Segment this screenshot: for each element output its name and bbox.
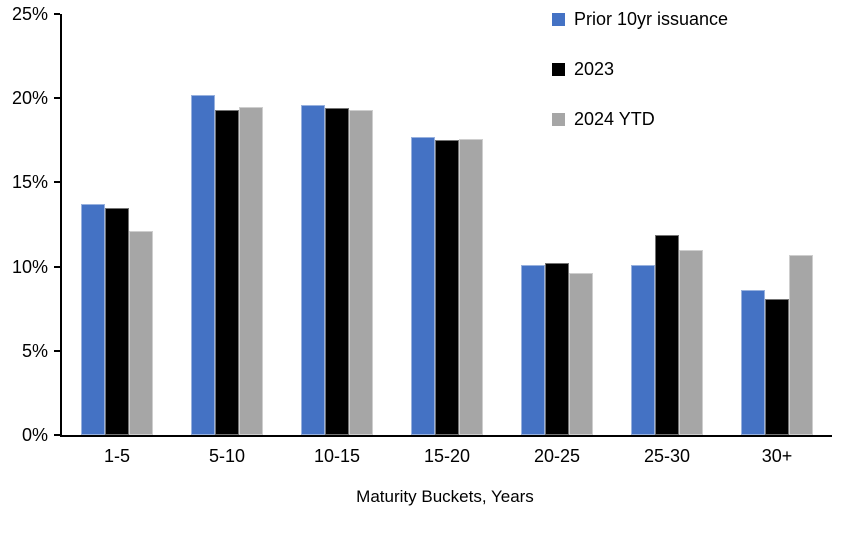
y-tick-mark — [54, 97, 60, 100]
bar-2024-ytd — [679, 249, 703, 435]
legend-item: Prior 10yr issuance — [552, 8, 728, 30]
x-tick-label: 15-20 — [423, 446, 471, 466]
bar-2024-ytd — [459, 138, 483, 435]
legend-item: 2024 YTD — [552, 108, 728, 130]
y-tick-label: 20% — [11, 88, 48, 109]
legend-swatch — [552, 62, 565, 76]
y-tick-mark — [54, 181, 60, 184]
y-tick-label: 10% — [11, 256, 48, 277]
y-tick-mark — [54, 434, 60, 436]
bar-prior-10yr-issuance — [741, 290, 765, 435]
bar-2023 — [215, 109, 239, 435]
bar-2023 — [545, 263, 569, 435]
legend-swatch — [552, 112, 565, 126]
y-tick-label: 15% — [11, 172, 48, 193]
x-tick-label: 1-5 — [103, 446, 130, 466]
bar-2023 — [325, 108, 349, 435]
x-tick-label: 20-25 — [533, 446, 581, 466]
legend-label: Prior 10yr issuance — [574, 9, 729, 29]
bar-2024-ytd — [239, 106, 263, 435]
y-tick-label: 5% — [21, 340, 48, 361]
x-tick-label: 5-10 — [208, 446, 246, 466]
bar-2023 — [765, 298, 789, 435]
bar-prior-10yr-issuance — [81, 204, 105, 435]
legend-label: 2024 YTD — [574, 109, 655, 129]
bar-2023 — [435, 140, 459, 435]
bar-2024-ytd — [129, 231, 153, 435]
y-tick-mark — [54, 13, 60, 15]
x-tick-label: 25-30 — [643, 446, 691, 466]
bar-2024-ytd — [789, 254, 813, 435]
bar-prior-10yr-issuance — [301, 104, 325, 435]
bar-prior-10yr-issuance — [631, 264, 655, 435]
bar-2024-ytd — [569, 273, 593, 435]
y-tick-label: 25% — [11, 4, 48, 24]
plot-area: 0% 5% 10% 15% 20% 25% 1-5 5-10 10-15 15-20 20-25 25… — [12, 4, 832, 466]
legend-label: 2023 — [574, 59, 615, 79]
x-axis-title: Maturity Buckets, Years — [356, 487, 534, 506]
y-tick-mark — [54, 265, 60, 268]
y-tick-label: 0% — [21, 425, 48, 445]
bar-prior-10yr-issuance — [521, 264, 545, 435]
bar-2023 — [105, 207, 129, 435]
x-tick-label: 30+ — [761, 446, 793, 466]
bar-prior-10yr-issuance — [411, 136, 435, 435]
legend: Prior 10yr issuance 2023 2024 YTD — [552, 8, 728, 158]
x-tick-label: 10-15 — [313, 446, 361, 466]
bar-2023 — [655, 234, 679, 435]
y-tick-mark — [54, 349, 60, 352]
bar-2024-ytd — [349, 109, 373, 435]
bar-prior-10yr-issuance — [191, 94, 215, 435]
legend-item: 2023 — [552, 58, 728, 80]
legend-swatch — [552, 12, 565, 26]
